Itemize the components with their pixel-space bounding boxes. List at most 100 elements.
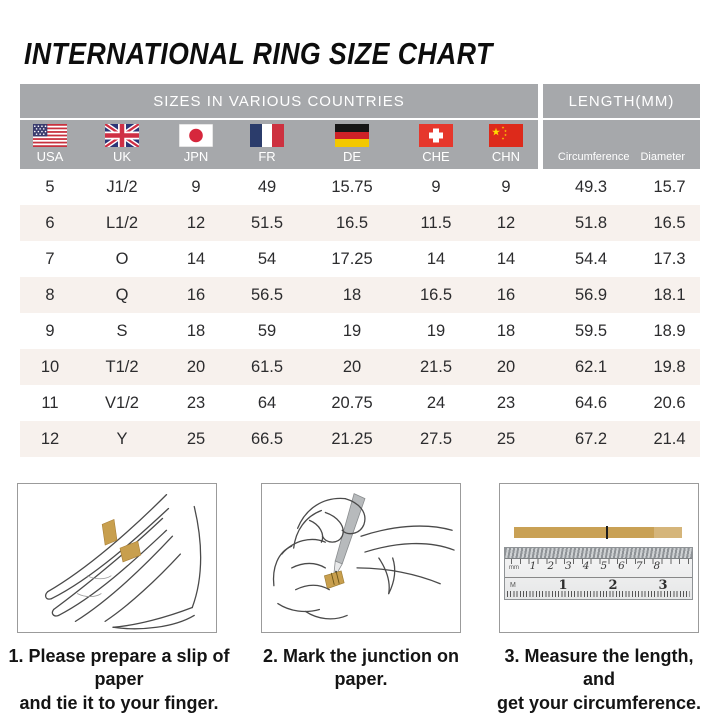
table-row: 7 O 14 54 17.25 14 14 54.4 17.3 [20,241,700,277]
france-flag-icon [250,124,284,147]
column-label-uk: UK [112,149,132,164]
table-cell: 18 [306,277,398,313]
table-cell: S [80,313,164,349]
table-section-spacer [538,205,543,241]
table-section-spacer [538,385,543,421]
table-cell: 23 [474,385,538,421]
table-row: 5 J1/2 9 49 15.75 9 9 49.3 15.7 [20,169,700,205]
table-row: 11 V1/2 23 64 20.75 24 23 64.6 20.6 [20,385,700,421]
column-header-de: DE [306,120,398,169]
table-cell: Q [80,277,164,313]
table-cell: 15.7 [639,169,700,205]
table-cell: 54.4 [543,241,639,277]
table-cell: 5 [20,169,80,205]
germany-flag-icon [335,124,369,147]
step2-caption: 2. Mark the junction on paper. [248,645,474,692]
table-cell: 19 [398,313,474,349]
table-cell: 25 [474,421,538,457]
step1-illustration-box [17,483,217,633]
column-header-jpn: JPN [164,120,228,169]
table-cell: 25 [164,421,228,457]
table-cell: 10 [20,349,80,385]
column-label-jpn: JPN [183,149,209,164]
table-section-spacer [538,421,543,457]
table-cell: L1/2 [80,205,164,241]
ruler-unit-bottom: M [510,582,516,589]
ruler-cm-number: 6 [618,560,625,572]
ruler-scale-divider [505,577,692,578]
table-cell: 16 [164,277,228,313]
table-cell: 14 [398,241,474,277]
table-section-spacer [538,241,543,277]
japan-flag-icon [179,124,213,147]
column-label-fr: FR [258,149,276,164]
column-header-chn: CHN [474,120,538,169]
table-cell: 12 [474,205,538,241]
table-cell: 20.6 [639,385,700,421]
table-cell: 66.5 [228,421,306,457]
table-cell: 64.6 [543,385,639,421]
table-cell: 11.5 [398,205,474,241]
table-cell: 59.5 [543,313,639,349]
table-group-header-row: SIZES IN VARIOUS COUNTRIES LENGTH(MM) [20,84,700,118]
table-cell: 18.1 [639,277,700,313]
table-cell: O [80,241,164,277]
table-row: 8 Q 16 56.5 18 16.5 16 56.9 18.1 [20,277,700,313]
table-section-spacer [538,277,543,313]
table-cell: 56.5 [228,277,306,313]
table-cell: 20 [306,349,398,385]
table-cell: 9 [164,169,228,205]
table-cell: 20 [164,349,228,385]
table-cell: 12 [20,421,80,457]
table-cell: 9 [20,313,80,349]
ruler-cm-number: 5 [600,560,608,572]
uk-flag-icon [105,124,139,147]
table-cell: 49.3 [543,169,639,205]
ruler-inch-number: 3 [658,578,668,593]
table-cell: 14 [474,241,538,277]
ruler-textured-edge [505,548,692,559]
step2-illustration-box [261,483,461,633]
table-cell: 16.5 [306,205,398,241]
column-header-fr: FR [228,120,306,169]
ruler-cm-number: 7 [635,560,643,572]
table-cell: 7 [20,241,80,277]
ruler-cm-number: 8 [653,560,661,572]
table-cell: 18.9 [639,313,700,349]
table-column-header-row: USA UK JPN FR [20,120,700,169]
table-section-spacer [538,349,543,385]
step1-caption: 1. Please prepare a slip of paper and ti… [3,645,235,715]
table-cell: 15.75 [306,169,398,205]
table-row: 10 T1/2 20 61.5 20 21.5 20 62.1 19.8 [20,349,700,385]
paper-strip-overlap [654,527,682,538]
table-cell: 51.5 [228,205,306,241]
column-label-de: DE [342,149,362,164]
marking-junction-with-pen-illustration [272,493,455,620]
ruler-unit-top: mm [509,565,519,571]
table-cell: 17.3 [639,241,700,277]
column-header-usa: USA [20,120,80,169]
table-cell: 19 [306,313,398,349]
step3-caption-line1: 3. Measure the length, and [504,646,694,690]
table-cell: J1/2 [80,169,164,205]
table-cell: 67.2 [543,421,639,457]
table-body: 5 J1/2 9 49 15.75 9 9 49.3 15.7 6 L1/2 12 51.5 16.5 11… [20,169,700,457]
table-cell: 54 [228,241,306,277]
table-cell: 21.25 [306,421,398,457]
ruler-cm-number: 3 [565,560,572,572]
page-title: INTERNATIONAL RING SIZE CHART [24,36,493,71]
table-cell: 17.25 [306,241,398,277]
table-cell: 16.5 [398,277,474,313]
ruler-fine-ticks [507,591,690,597]
table-cell: 9 [474,169,538,205]
table-cell: V1/2 [80,385,164,421]
column-label-chn: CHN [491,149,521,164]
table-cell: 23 [164,385,228,421]
table-cell: T1/2 [80,349,164,385]
table-cell: 11 [20,385,80,421]
china-flag-icon [489,124,523,147]
table-row: 9 S 18 59 19 19 18 59.5 18.9 [20,313,700,349]
table-cell: 61.5 [228,349,306,385]
